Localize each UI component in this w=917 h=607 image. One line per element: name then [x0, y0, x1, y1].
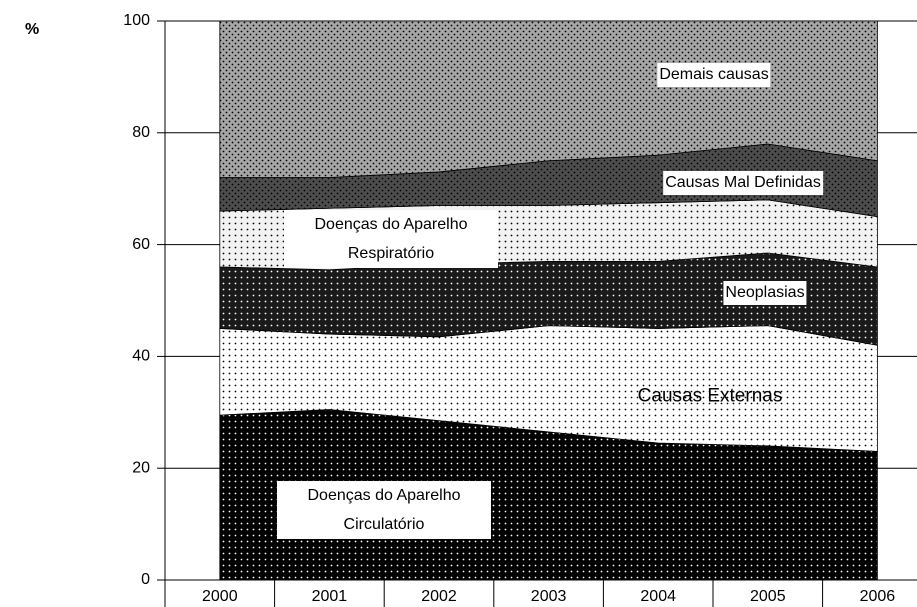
- series-label: Causas Mal Definidas: [663, 171, 823, 195]
- series-label: Doenças do Aparelho Circulatório: [277, 481, 491, 539]
- y-tick-label: 80: [132, 124, 150, 141]
- y-tick-label: 40: [132, 348, 150, 365]
- x-tick-label: 2003: [531, 588, 567, 605]
- y-axis-label: %: [25, 21, 39, 38]
- series-label: Doenças do Aparelho Respiratório: [284, 210, 498, 268]
- x-tick-label: 2001: [312, 588, 348, 605]
- series-label: Neoplasias: [723, 281, 807, 305]
- y-tick-label: 0: [141, 571, 150, 588]
- y-tick-label: 100: [123, 12, 150, 29]
- x-tick-label: 2000: [202, 588, 238, 605]
- x-tick-label: 2002: [421, 588, 457, 605]
- x-tick-label: 2006: [860, 588, 896, 605]
- series-label: Demais causas: [657, 63, 771, 87]
- y-tick-label: 20: [132, 459, 150, 476]
- x-tick-label: 2004: [640, 588, 676, 605]
- y-tick-label: 60: [132, 236, 150, 253]
- series-label: Causas Externas: [637, 385, 783, 407]
- x-tick-label: 2005: [750, 588, 786, 605]
- area: [219, 20, 878, 178]
